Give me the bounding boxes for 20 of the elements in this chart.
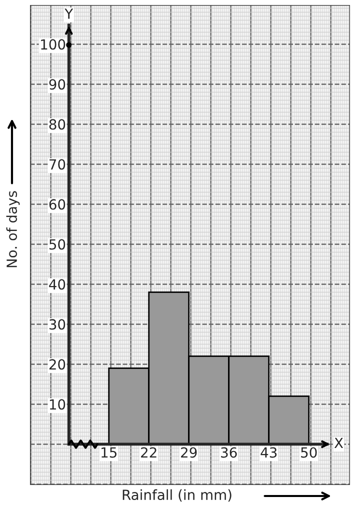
y-tick-label: 60 xyxy=(49,199,66,210)
annotation: Y xyxy=(64,8,74,19)
y-tick-label: 50 xyxy=(49,239,66,250)
y-axis-title: No. of days xyxy=(6,191,20,268)
x-tick-label: 22 xyxy=(141,447,156,458)
x-tick-label: 36 xyxy=(221,447,237,458)
y-tick-label: 80 xyxy=(49,119,66,130)
y-tick-label: 70 xyxy=(50,159,66,170)
y-tick-label: 10 xyxy=(50,399,66,410)
y-tick-label: 40 xyxy=(49,279,66,290)
y-tick-label: 20 xyxy=(49,359,66,370)
y-tick-label: 90 xyxy=(49,79,66,90)
x-tick-label: 50 xyxy=(301,447,317,458)
annotation: X xyxy=(334,438,344,448)
y-tick-label: 100 xyxy=(41,39,66,50)
x-tick-label: 43 xyxy=(260,447,277,458)
y-tick-label: 30 xyxy=(49,319,66,330)
x-tick-label: 15 xyxy=(102,447,116,458)
x-axis-title: Rainfall (in mm) xyxy=(122,489,232,502)
x-tick-label: 29 xyxy=(181,447,197,458)
